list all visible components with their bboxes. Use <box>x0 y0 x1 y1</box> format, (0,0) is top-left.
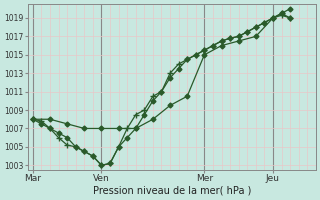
X-axis label: Pression niveau de la mer( hPa ): Pression niveau de la mer( hPa ) <box>92 186 251 196</box>
